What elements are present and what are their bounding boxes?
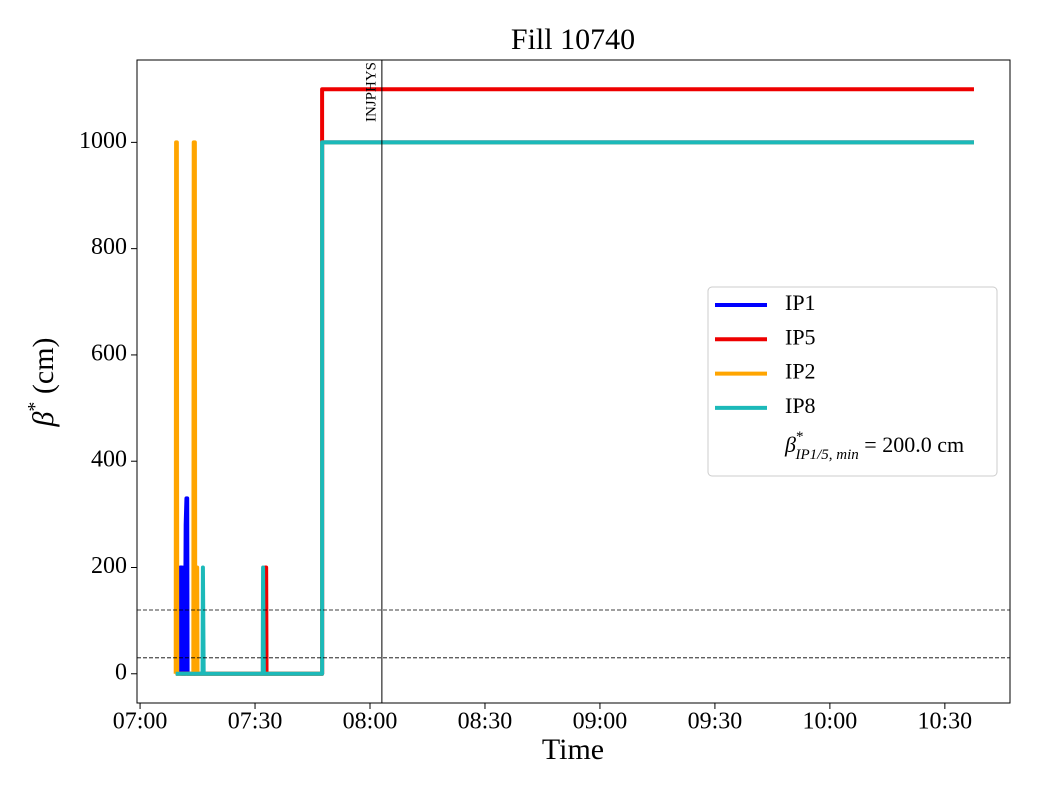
- y-tick-label: 0: [115, 659, 127, 685]
- y-label-text: (cm): [27, 337, 60, 401]
- legend-note-sub: IP1/5, min: [794, 447, 858, 463]
- y-tick-label: 200: [91, 553, 127, 579]
- series-line: [175, 140, 974, 676]
- chart-title: Fill 10740: [511, 23, 635, 56]
- y-tick-label: 800: [91, 234, 127, 260]
- legend-label: IP5: [785, 324, 816, 349]
- x-tick-label: 08:30: [458, 709, 513, 735]
- legend-label: IP1: [785, 290, 816, 315]
- x-tick-label: 08:00: [343, 709, 398, 735]
- y-label-symbol: β: [27, 412, 60, 428]
- x-tick-label: 09:00: [573, 709, 628, 735]
- legend-label: IP8: [785, 393, 816, 418]
- y-axis-label: β* (cm): [24, 337, 60, 427]
- legend-note-text: = 200.0 cm: [859, 432, 964, 457]
- legend-note-sup: *: [796, 429, 804, 445]
- y-label-sup: *: [24, 402, 46, 412]
- y-tick-label: 1000: [79, 128, 127, 154]
- legend-label: IP2: [785, 359, 816, 384]
- y-tick-label: 600: [91, 340, 127, 366]
- plot-frame: [136, 59, 1011, 704]
- x-axis-label: Time: [542, 733, 604, 766]
- x-tick-label: 07:30: [228, 709, 283, 735]
- legend-note-symbol: β: [784, 432, 796, 457]
- x-tick-label: 07:00: [113, 709, 168, 735]
- legend-note: β* IP1/5, min = 200.0 cm: [784, 429, 964, 463]
- x-tick-label: 09:30: [688, 709, 743, 735]
- mode-label: INJPHYS: [363, 62, 379, 122]
- x-tick-label: 10:00: [803, 709, 858, 735]
- y-tick-label: 400: [91, 447, 127, 473]
- x-tick-label: 10:30: [918, 709, 973, 735]
- legend-box: [707, 286, 998, 477]
